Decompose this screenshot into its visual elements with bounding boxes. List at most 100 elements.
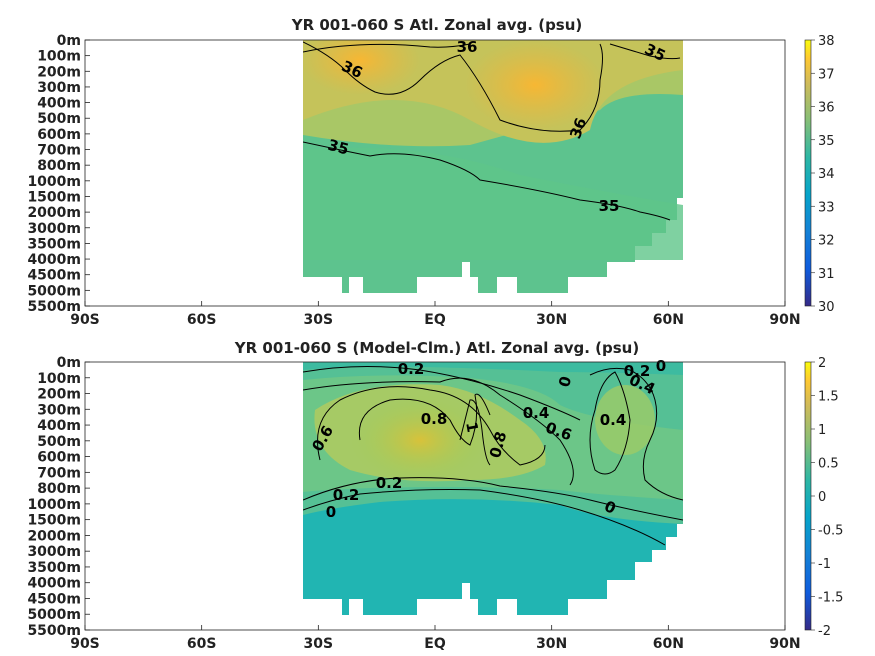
colorbar-tick-label: 36	[818, 101, 835, 116]
contour-label: 0.4	[600, 411, 627, 429]
y-tick-label: 400m	[37, 418, 81, 434]
colorbar-tick-label: 31	[818, 267, 835, 282]
colorbar-tick-label: 0	[818, 490, 826, 505]
panel-bottom-anomaly-field	[303, 362, 683, 615]
contour-label: 1	[462, 420, 482, 433]
panel-bottom-x-axis: 90S 60S 30S EQ 30N 60N 90N	[70, 625, 801, 652]
panel-bottom-contours	[303, 365, 683, 546]
colorbar-tick-label: 0.5	[818, 457, 839, 472]
y-tick-label: 800m	[37, 158, 81, 174]
y-tick-label: 1000m	[27, 174, 81, 190]
x-tick-label: 30N	[536, 636, 567, 652]
contour-label: 0	[656, 357, 666, 375]
y-tick-label: 500m	[37, 111, 81, 127]
colorbar-tick-label: 32	[818, 234, 835, 249]
x-tick-label: 60N	[653, 636, 684, 652]
colorbar-ticks: 38 37 36 35 34 33 32 31 30	[811, 34, 835, 315]
y-tick-label: 2000m	[27, 528, 81, 544]
x-tick-label: 60S	[187, 636, 217, 652]
contour-label: 0	[555, 374, 575, 389]
y-tick-label: 300m	[37, 80, 81, 96]
x-tick-label: 30S	[304, 312, 334, 328]
y-tick-label: 200m	[37, 387, 81, 403]
y-tick-label: 0m	[57, 33, 81, 49]
x-tick-label: 90N	[769, 636, 800, 652]
panel-bottom-plot-area: 0.2 0 0.2 0.4 0 0.8 1 0.4 0.6 0.8 0.6 0.…	[84, 357, 786, 631]
panel-top-contours	[303, 41, 681, 221]
y-tick-label: 3500m	[27, 236, 81, 252]
y-tick-label: 5000m	[27, 607, 81, 623]
colorbar-tick-label: 2	[818, 356, 826, 371]
colorbar-tick-label: 34	[818, 167, 835, 182]
colorbar-tick-label: 37	[818, 67, 835, 82]
colorbar-tick-label: 33	[818, 200, 835, 215]
colorbar-tick-label: 1	[818, 423, 826, 438]
contour-label: 0.2	[398, 360, 425, 378]
contour-label: 0.8	[421, 410, 448, 428]
panel-bottom-title: YR 001-060 S (Model-Clm.) Atl. Zonal avg…	[234, 339, 639, 357]
contour-label: 0.4	[523, 404, 550, 422]
contour-label: 35	[326, 136, 351, 159]
x-tick-label: 90S	[70, 312, 100, 328]
panel-top: YR 001-060 S Atl. Zonal avg. (psu)	[27, 16, 834, 328]
y-tick-label: 700m	[37, 143, 81, 159]
colorbar-tick-label: 1.5	[818, 390, 839, 405]
y-tick-label: 1500m	[27, 189, 81, 205]
x-tick-label: EQ	[424, 636, 446, 652]
y-tick-label: 4500m	[27, 591, 81, 607]
contour-label: 36	[457, 38, 478, 56]
y-tick-label: 100m	[37, 49, 81, 65]
y-tick-label: 100m	[37, 371, 81, 387]
y-tick-label: 700m	[37, 465, 81, 481]
y-tick-label: 1500m	[27, 513, 81, 529]
y-tick-label: 300m	[37, 402, 81, 418]
y-tick-label: 5500m	[27, 623, 81, 639]
colorbar-tick-label: 35	[818, 134, 835, 149]
contour-label: 0.2	[624, 362, 651, 380]
contour-label: 0.2	[333, 486, 360, 504]
y-tick-label: 400m	[37, 96, 81, 112]
panel-bottom-colorbar: 2 1.5 1 0.5 0 -0.5 -1 -1.5 -2	[804, 356, 843, 639]
y-tick-label: 3000m	[27, 221, 81, 237]
x-tick-label: 60N	[653, 312, 684, 328]
panel-top-title: YR 001-060 S Atl. Zonal avg. (psu)	[291, 16, 583, 34]
colorbar-tick-label: 30	[818, 300, 835, 315]
x-tick-label: 90N	[769, 312, 800, 328]
panel-top-salinity-field	[303, 40, 683, 293]
y-tick-label: 4500m	[27, 268, 81, 284]
colorbar-gradient	[804, 361, 812, 631]
colorbar-ticks: 2 1.5 1 0.5 0 -0.5 -1 -1.5 -2	[811, 356, 843, 639]
colorbar-tick-label: -0.5	[818, 524, 843, 539]
panel-top-y-axis: 0m100m200m300m400m500m600m700m800m1000m1…	[27, 33, 90, 315]
y-tick-label: 3500m	[27, 560, 81, 576]
panel-top-colorbar: 38 37 36 35 34 33 32 31 30	[804, 34, 835, 315]
panel-bottom-y-axis: 0m100m200m300m400m500m600m700m800m1000m1…	[27, 355, 90, 639]
y-tick-label: 0m	[57, 355, 81, 371]
colorbar-gradient	[804, 39, 812, 307]
y-tick-label: 800m	[37, 481, 81, 497]
y-tick-label: 5500m	[27, 299, 81, 315]
colorbar-tick-label: -1	[818, 557, 831, 572]
panel-bottom: YR 001-060 S (Model-Clm.) Atl. Zonal avg…	[27, 339, 843, 652]
x-tick-label: 90S	[70, 636, 100, 652]
panel-top-plot-area: 36 36 35 36 35 35	[84, 38, 786, 307]
x-tick-label: 60S	[187, 312, 217, 328]
x-tick-label: 30S	[304, 636, 334, 652]
y-tick-label: 2000m	[27, 205, 81, 221]
y-tick-label: 600m	[37, 127, 81, 143]
contour-label: 35	[599, 197, 620, 215]
contour-label: 0	[326, 503, 336, 521]
y-tick-label: 500m	[37, 434, 81, 450]
y-tick-label: 1000m	[27, 497, 81, 513]
x-tick-label: EQ	[424, 312, 446, 328]
contour-label: 0.2	[376, 474, 403, 492]
y-tick-label: 3000m	[27, 544, 81, 560]
y-tick-label: 4000m	[27, 252, 81, 268]
y-tick-label: 5000m	[27, 283, 81, 299]
y-tick-label: 200m	[37, 64, 81, 80]
colorbar-tick-label: 38	[818, 34, 835, 49]
x-tick-label: 30N	[536, 312, 567, 328]
y-tick-label: 4000m	[27, 576, 81, 592]
colorbar-tick-label: -2	[818, 624, 831, 639]
